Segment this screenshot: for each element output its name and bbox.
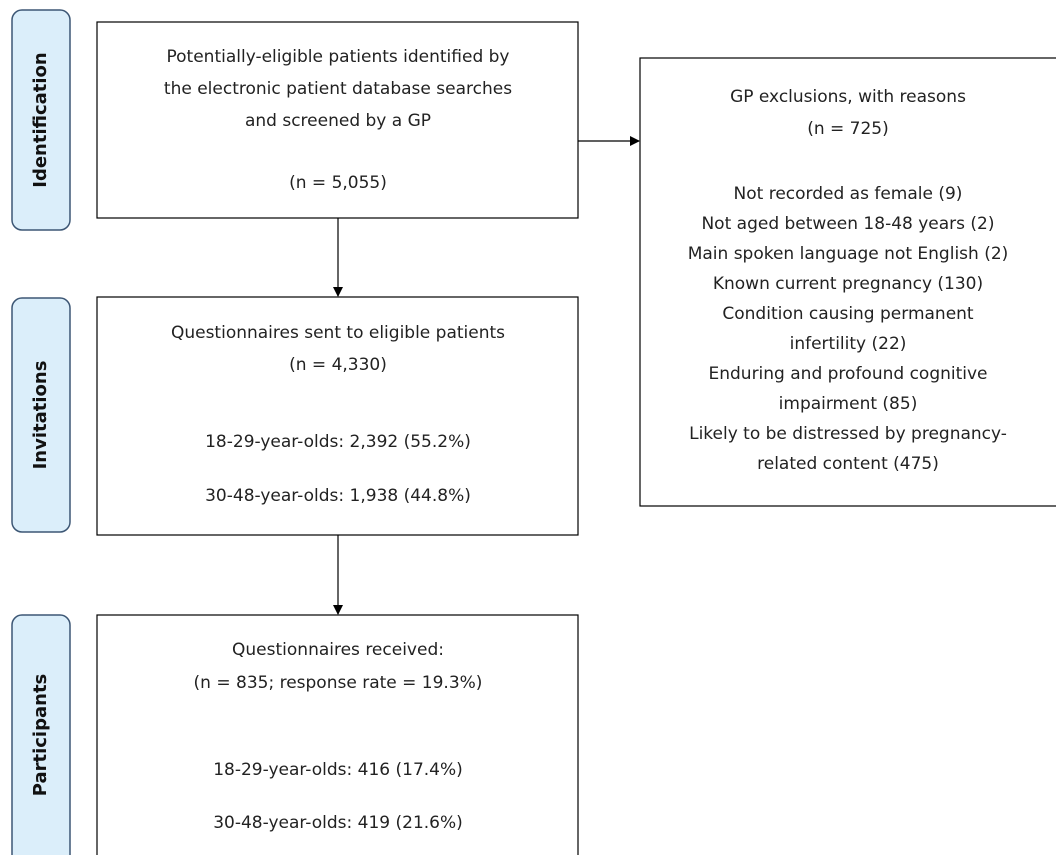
box-text: 30-48-year-olds: 1,938 (44.8%): [205, 486, 471, 506]
flow-box: [96, 614, 579, 855]
flow-box: [96, 296, 579, 536]
stage-label: Identification: [30, 52, 51, 188]
exclusion-text: impairment (85): [779, 394, 918, 414]
box-text: 18-29-year-olds: 416 (17.4%): [213, 760, 463, 780]
stage-box: [11, 297, 71, 533]
box-text: 30-48-year-olds: 419 (21.6%): [213, 813, 463, 833]
box-text: Questionnaires sent to eligible patients: [171, 323, 505, 343]
exclusion-text: Not recorded as female (9): [734, 184, 963, 204]
box-text: the electronic patient database searches: [164, 79, 512, 99]
exclusion-text: (n = 725): [807, 119, 889, 139]
box-text: (n = 835; response rate = 19.3%): [194, 673, 483, 693]
stage-label: Invitations: [30, 361, 51, 470]
box-text: and screened by a GP: [245, 111, 431, 131]
box-text: (n = 4,330): [289, 355, 387, 375]
exclusion-text: Not aged between 18-48 years (2): [701, 214, 994, 234]
exclusion-text: Condition causing permanent: [722, 304, 974, 324]
box-text: (n = 5,055): [289, 173, 387, 193]
exclusion-text: Main spoken language not English (2): [688, 244, 1009, 264]
exclusion-text: Enduring and profound cognitive: [708, 364, 987, 384]
exclusion-text: infertility (22): [790, 334, 907, 354]
flow-box: [96, 21, 579, 219]
box-text: Potentially-eligible patients identified…: [167, 47, 510, 67]
exclusion-text: GP exclusions, with reasons: [730, 87, 966, 107]
box-text: 18-29-year-olds: 2,392 (55.2%): [205, 432, 471, 452]
exclusion-text: related content (475): [757, 454, 939, 474]
exclusion-text: Known current pregnancy (130): [713, 274, 983, 294]
stage-label: Participants: [30, 674, 51, 797]
stage-box: [11, 9, 71, 231]
box-text: Questionnaires received:: [232, 640, 444, 660]
exclusion-text: Likely to be distressed by pregnancy-: [689, 424, 1007, 444]
stage-box: [11, 614, 71, 855]
exclusion-box: [639, 57, 1056, 507]
